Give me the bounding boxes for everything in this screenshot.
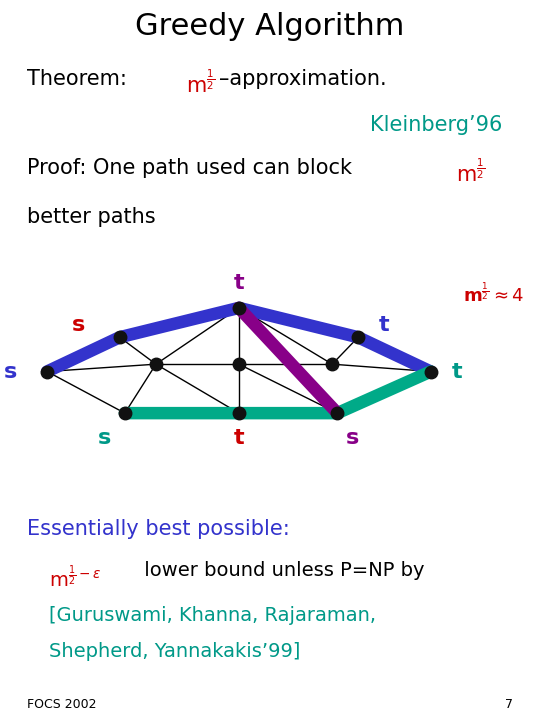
Text: Greedy Algorithm: Greedy Algorithm [136, 12, 404, 40]
Text: s: s [98, 428, 111, 448]
Text: lower bound unless P=NP by: lower bound unless P=NP by [138, 562, 424, 580]
Text: 7: 7 [505, 698, 513, 711]
Text: s: s [72, 315, 85, 335]
Text: t: t [379, 315, 389, 335]
Text: m$^{\frac{1}{2}}$: m$^{\frac{1}{2}}$ [456, 158, 485, 186]
Text: t: t [451, 361, 462, 382]
Text: better paths: better paths [27, 207, 156, 228]
Text: [Guruswami, Khanna, Rajaraman,: [Guruswami, Khanna, Rajaraman, [49, 606, 376, 624]
Text: s: s [4, 361, 17, 382]
Text: m$^{\frac{1}{2}-\varepsilon}$: m$^{\frac{1}{2}-\varepsilon}$ [49, 564, 101, 591]
Text: m$^{\frac{1}{2}}$: m$^{\frac{1}{2}}$ [186, 69, 215, 96]
Text: t: t [234, 274, 244, 293]
Text: Essentially best possible:: Essentially best possible: [27, 519, 290, 539]
Text: Proof: One path used can block: Proof: One path used can block [27, 158, 359, 179]
Text: FOCS 2002: FOCS 2002 [27, 698, 97, 711]
Text: Theorem:: Theorem: [27, 69, 133, 89]
Text: –approximation.: –approximation. [219, 69, 386, 89]
Text: s: s [346, 428, 360, 448]
Text: t: t [234, 428, 244, 448]
Text: m$^{\frac{1}{2}}$$\approx 4$: m$^{\frac{1}{2}}$$\approx 4$ [463, 281, 524, 305]
Text: Kleinberg’96: Kleinberg’96 [370, 115, 502, 135]
Text: Shepherd, Yannakakis’99]: Shepherd, Yannakakis’99] [49, 642, 300, 661]
